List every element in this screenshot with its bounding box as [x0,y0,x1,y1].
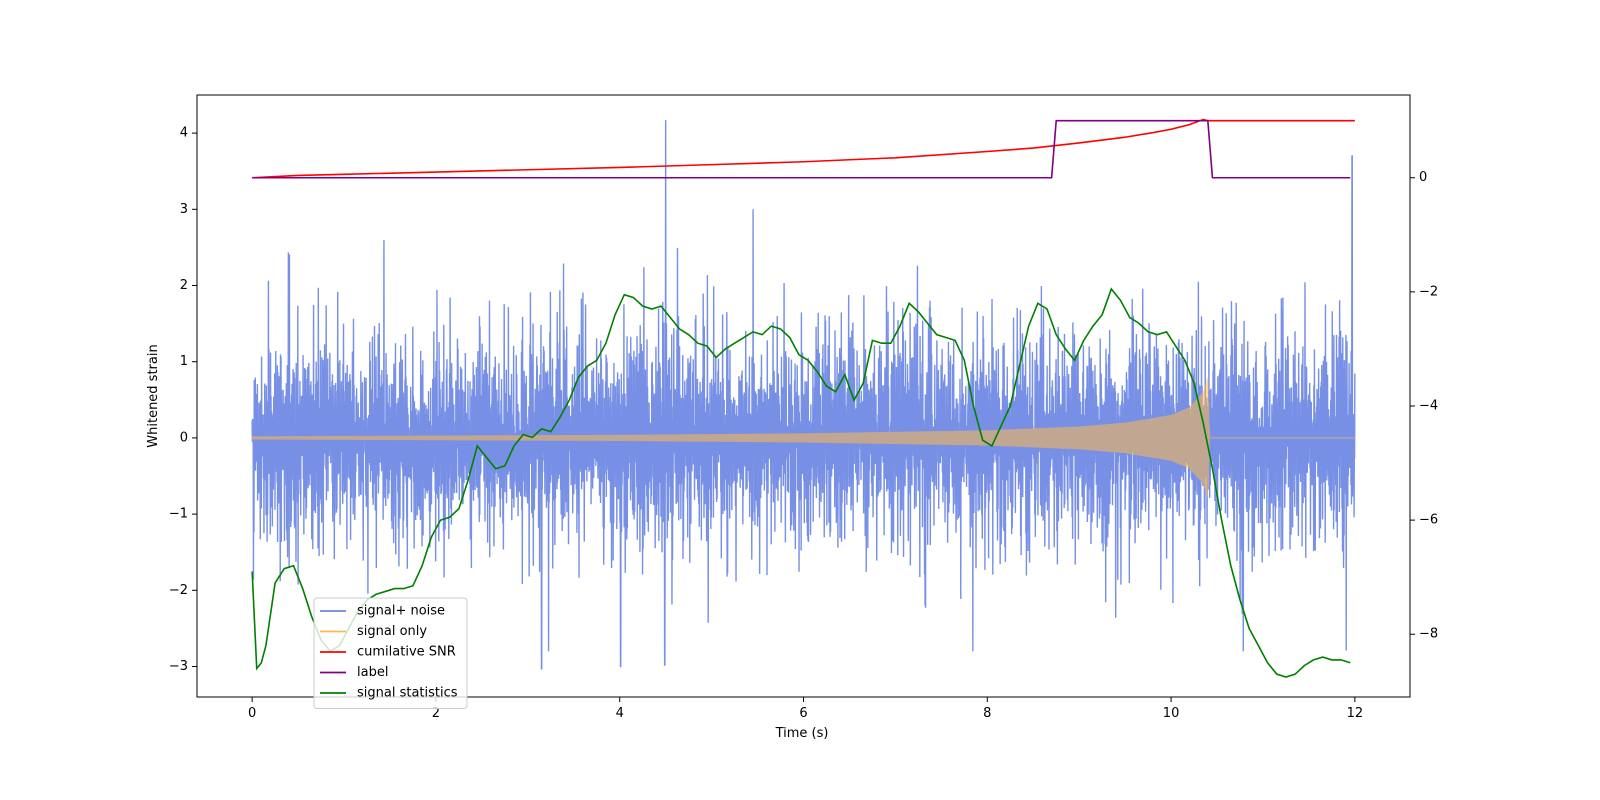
legend-label: signal statistics [357,686,458,701]
legend: signal+ noise signal only cumilative SNR la… [313,597,468,709]
y-left-tick-label: −2 [169,583,188,598]
x-axis-label: Time (s) [775,726,829,741]
series-cumilative-snr [252,118,1355,179]
legend-label: signal only [357,624,427,639]
legend-box [313,597,468,709]
y-right-tick-label: 0 [1419,170,1427,185]
y-left-tick-label: −1 [169,507,188,522]
x-tick-label: 4 [616,706,624,721]
y-axis-left: −3 −2 −1 0 1 2 3 4 [169,126,197,674]
y-left-tick-label: 0 [180,430,188,445]
y-left-tick-label: 4 [180,126,188,141]
y-left-tick-label: 3 [180,202,188,217]
x-tick-label: 12 [1347,706,1364,721]
x-tick-label: 2 [432,706,440,721]
x-tick-label: 8 [983,706,991,721]
legend-label: signal+ noise [357,604,445,619]
y-right-tick-label: −6 [1419,513,1438,528]
series-signal-noise [251,120,1356,670]
legend-label: label [357,665,388,680]
series-label [252,119,1351,179]
y-axis-right: −8 −6 −4 −2 0 [1410,170,1438,642]
y-axis-label: Whitened strain [146,344,161,447]
y-right-tick-label: −2 [1419,284,1438,299]
x-tick-label: 0 [248,706,256,721]
series-signal-only [251,376,1355,498]
series-signal-statistics [251,287,1351,678]
x-tick-label: 6 [799,706,807,721]
y-right-tick-label: −4 [1419,398,1438,413]
x-tick-label: 10 [1163,706,1180,721]
y-right-tick-label: −8 [1419,627,1438,642]
y-left-tick-label: 1 [180,354,188,369]
series-layer [251,118,1356,678]
y-left-tick-label: −3 [169,659,188,674]
y-left-tick-label: 2 [180,278,188,293]
legend-label: cumilative SNR [357,645,456,660]
